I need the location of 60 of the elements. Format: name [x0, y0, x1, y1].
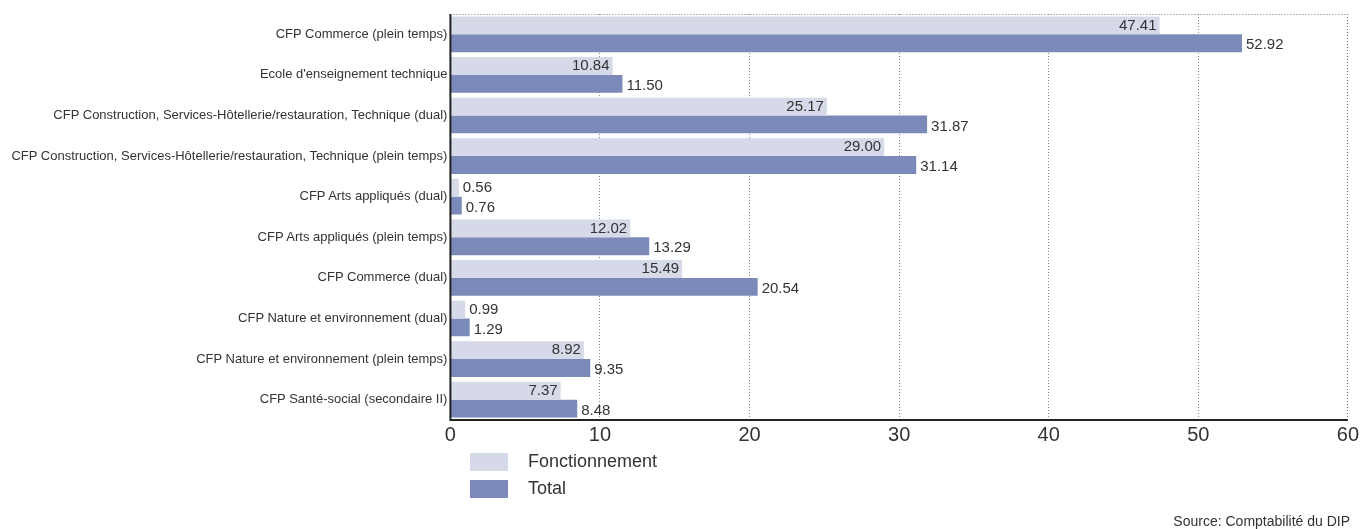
legend-label: Fonctionnement [528, 451, 658, 472]
data-label: 9.35 [594, 360, 624, 378]
data-label: 31.87 [931, 116, 969, 134]
data-label: 20.54 [761, 278, 800, 296]
y-tick-label: Ecole d'enseignement technique [259, 66, 448, 82]
data-label: 31.14 [920, 157, 958, 175]
data-label: 11.50 [626, 75, 663, 93]
bar [450, 237, 650, 256]
data-label: 0.99 [469, 299, 499, 317]
bar [450, 341, 584, 360]
bar [450, 178, 459, 197]
bar [450, 399, 578, 418]
x-tick-label: 30 [888, 422, 911, 445]
y-tick-label: CFP Construction, Services-Hôtellerie/restauration, Technique (dual) [53, 107, 448, 123]
bar [450, 34, 1242, 53]
y-tick-label: CFP Nature et environnement (plein temps) [196, 350, 448, 366]
y-tick-label: CFP Arts appliqués (plein temps) [257, 228, 448, 244]
data-label: 15.49 [641, 259, 680, 277]
bar [450, 74, 623, 93]
bar [450, 156, 917, 174]
bar [450, 359, 591, 377]
x-tick-label: 0 [444, 422, 456, 445]
y-tick-label: CFP Arts appliqués (dual) [299, 188, 448, 204]
bar [450, 277, 758, 296]
legend-label: Total [528, 478, 567, 499]
bar [450, 219, 631, 238]
x-tick-label: 50 [1187, 422, 1210, 445]
data-label: 47.41 [1119, 15, 1157, 33]
bar [450, 318, 470, 337]
data-label: 8.48 [581, 400, 611, 418]
data-label: 10.84 [572, 56, 610, 74]
data-label: 0.56 [462, 177, 492, 195]
y-tick-label: CFP Santé-social (secondaire II) [259, 391, 448, 407]
y-tick-label: CFP Commerce (plein temps) [275, 25, 448, 41]
y-tick-label: CFP Nature et environnement (dual) [238, 310, 448, 326]
data-label: 8.92 [551, 340, 581, 358]
x-tick-label: 40 [1037, 422, 1060, 445]
bar [450, 97, 827, 116]
x-tick-label: 60 [1336, 422, 1359, 445]
source-note: Source: Comptabilité du DIP [1173, 513, 1350, 529]
bar [450, 300, 466, 319]
y-tick-label: CFP Construction, Services-Hôtellerie/restauration, Technique (plein temps) [11, 147, 448, 163]
data-label: 1.29 [473, 319, 503, 337]
y-tick-label: CFP Commerce (dual) [317, 269, 448, 285]
bar [450, 115, 928, 134]
bar [450, 381, 561, 400]
bar [450, 57, 613, 75]
bar [450, 196, 462, 215]
data-label: 25.17 [786, 96, 824, 114]
data-label: 0.76 [465, 197, 495, 215]
data-label: 7.37 [528, 380, 558, 398]
x-tick-label: 20 [738, 422, 761, 445]
data-label: 12.02 [589, 218, 628, 236]
data-label: 29.00 [843, 137, 882, 155]
bar [450, 16, 1160, 35]
bar [450, 260, 683, 278]
data-label: 52.92 [1245, 35, 1284, 53]
data-label: 13.29 [653, 238, 691, 256]
bar [450, 138, 885, 157]
x-tick-label: 10 [588, 422, 612, 445]
